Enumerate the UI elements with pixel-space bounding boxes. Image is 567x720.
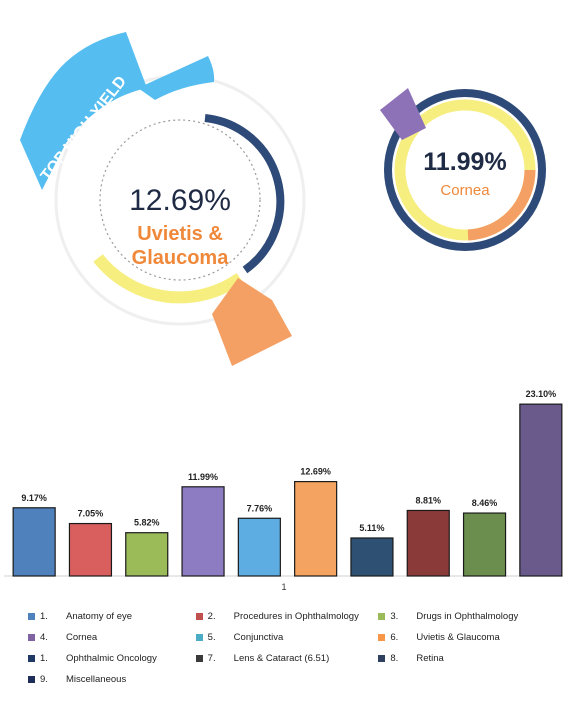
legend-label: Ophthalmic Oncology	[66, 653, 157, 664]
bar-label-9: 8.46%	[472, 498, 498, 508]
bar-label-1: 9.17%	[21, 493, 47, 503]
legend-label: Miscellaneous	[66, 674, 127, 685]
legend-item: 8. Retina	[378, 653, 548, 664]
yellow-ring-arc	[93, 254, 244, 304]
second-chapter-percent: 11.99%	[423, 148, 506, 176]
legend-label: Anatomy of eye	[66, 611, 133, 622]
x-axis-label: 1	[281, 582, 286, 592]
top-chapter-name-line2: Glaucoma	[132, 247, 230, 269]
bar-label-5: 7.76%	[247, 503, 273, 513]
legend-swatch	[378, 634, 386, 641]
dotted-ring	[99, 119, 261, 281]
legend-label: Cornea	[66, 632, 98, 643]
legend-number: 4.	[40, 632, 48, 643]
legend-item: 1. Anatomy of eye	[28, 611, 196, 622]
banner-ribbon-tail	[138, 56, 215, 100]
legend-item: 6. Uvietis & Glaucoma	[378, 632, 548, 643]
small-dark-ring	[384, 89, 546, 251]
chart-legend: 1. Anatomy of eye 2. Procedures in Ophthalm…	[28, 606, 548, 690]
legend-item: 7. Lens & Cataract (6.51)	[195, 653, 379, 664]
legend-item: 1. Ophthalmic Oncology	[28, 653, 196, 664]
bar-7	[350, 537, 394, 577]
legend-swatch	[195, 655, 203, 662]
small-orange-arc	[467, 169, 536, 241]
legend-number: 5.	[207, 632, 216, 643]
legend-row: 1. Anatomy of eye 2. Procedures in Ophthalm…	[28, 606, 548, 627]
legend-number: 2.	[207, 611, 216, 622]
legend-label: Lens & Cataract (6.51)	[233, 653, 330, 664]
legend-number: 3.	[390, 611, 399, 622]
legend-swatch	[28, 676, 35, 683]
bar-label-3: 5.82%	[134, 518, 160, 528]
bar-chart: 1 9.17% 7.05% 5.82% 11.99% 7.76% 12.69% 5.11% 8…	[4, 389, 563, 592]
bar-label-2: 7.05%	[78, 509, 104, 519]
top-chapters-graphic: TOP HIGH YIELD CHAPTER 12.69% Uvietis & …	[20, 32, 546, 366]
top-chapter-name-line1: Uvietis &	[137, 223, 223, 245]
legend-swatch	[28, 655, 35, 662]
legend-label: Procedures in Ophthalmology	[233, 611, 359, 622]
legend-item: 5. Conjunctiva	[195, 632, 379, 643]
legend-swatch	[378, 613, 386, 620]
legend-item: 2. Procedures in Ophthalmology	[195, 611, 379, 622]
second-chapter-name: Cornea	[440, 182, 490, 199]
bar-label-6: 12.69%	[300, 467, 331, 477]
legend-row: 9. Miscellaneous	[28, 669, 548, 690]
bar-10	[519, 403, 563, 577]
legend-swatch	[195, 634, 203, 641]
legend-swatch	[28, 634, 35, 641]
bar-8	[406, 509, 450, 577]
legend-label: Drugs in Ophthalmology	[416, 611, 519, 622]
bar-3	[125, 532, 169, 577]
legend-label: Uvietis & Glaucoma	[416, 632, 500, 643]
small-purple-wedge	[380, 88, 426, 140]
top-chapter-percent: 12.69%	[129, 184, 231, 217]
legend-number: 8.	[390, 653, 399, 664]
legend-row: 4. Cornea 5. Conjunctiva 6. Uvietis & Glaucom…	[28, 627, 548, 648]
orange-wedge	[212, 278, 292, 366]
legend-swatch	[28, 613, 35, 620]
legend-number: 9.	[40, 674, 48, 685]
legend-number: 7.	[207, 653, 216, 664]
legend-number: 1.	[40, 611, 48, 622]
legend-item: 3. Drugs in Ophthalmology	[378, 611, 548, 622]
bar-9	[462, 512, 507, 577]
bar-4	[181, 486, 225, 577]
bar-label-7: 5.11%	[359, 523, 384, 533]
bar-5	[237, 517, 281, 577]
legend-number: 1.	[40, 653, 48, 664]
banner-ribbon	[20, 32, 147, 190]
bar-2	[68, 522, 113, 577]
legend-item: 4. Cornea	[28, 632, 196, 643]
bar-label-10: 23.10%	[526, 389, 557, 399]
legend-row: 1. Ophthalmic Oncology 7. Lens & Cataract (…	[28, 648, 548, 669]
legend-number: 6.	[390, 632, 399, 643]
dark-ring-arc	[204, 114, 285, 274]
bar-1	[12, 507, 56, 577]
legend-swatch	[378, 655, 386, 662]
bar-label-4: 11.99%	[188, 472, 218, 482]
legend-item: 9. Miscellaneous	[28, 674, 196, 685]
legend-label: Retina	[416, 653, 444, 664]
bar-label-8: 8.81%	[415, 495, 441, 505]
bar-6	[294, 480, 338, 577]
legend-swatch	[195, 613, 203, 620]
legend-label: Conjunctiva	[233, 632, 284, 643]
